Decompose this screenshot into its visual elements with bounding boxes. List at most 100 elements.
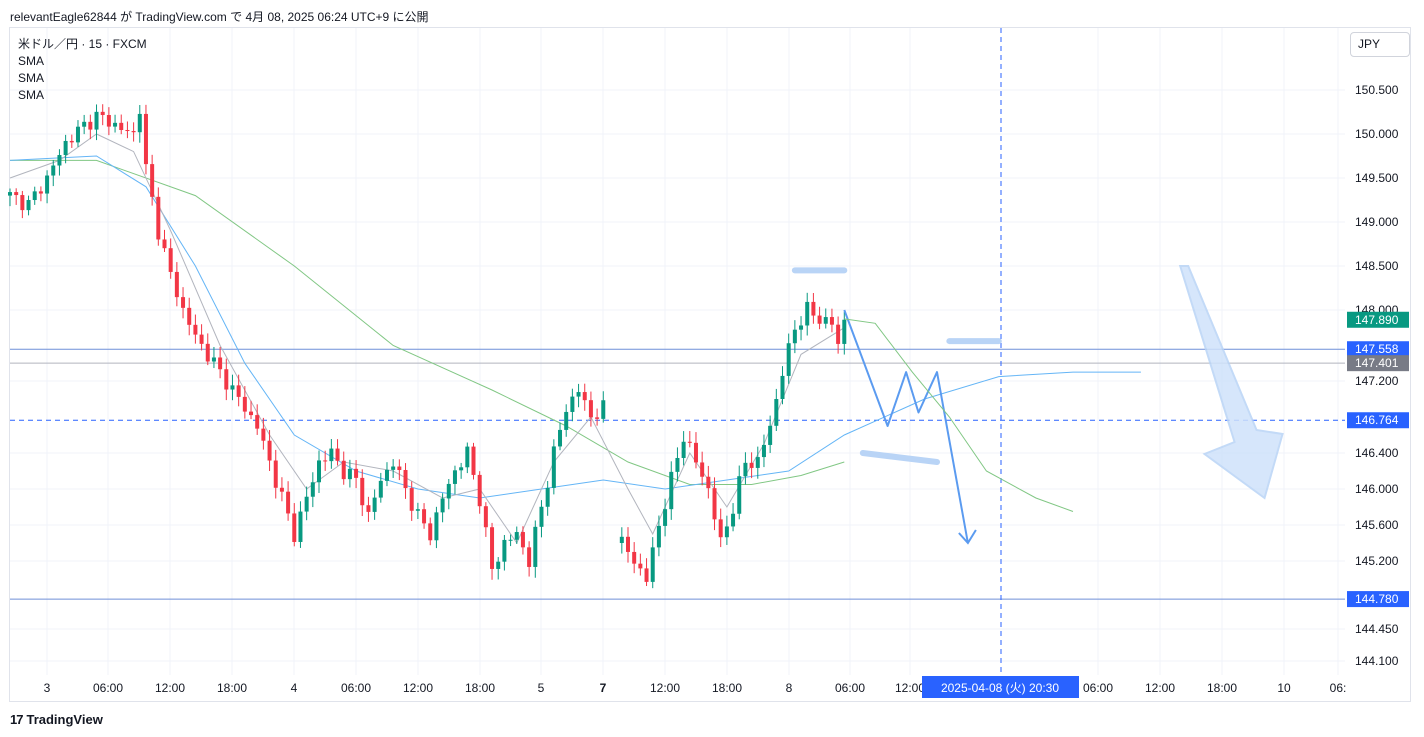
candle-body <box>545 487 550 507</box>
zigzag-arrow <box>843 309 969 544</box>
candle-body <box>211 357 216 362</box>
price-tick-label: 150.500 <box>1355 83 1399 97</box>
time-tick-label: 06:00 <box>341 681 371 695</box>
candle-body <box>94 111 99 130</box>
price-tick-label: 144.100 <box>1355 654 1399 668</box>
candle-body <box>471 446 476 475</box>
candle-body <box>236 385 241 397</box>
price-tick-label: 145.600 <box>1355 518 1399 532</box>
candle-body <box>743 462 748 477</box>
candle-body <box>422 509 427 524</box>
time-tick-label: 5 <box>538 681 545 695</box>
time-tick-label: 12:00 <box>1145 681 1175 695</box>
candle-body <box>88 121 93 130</box>
indicator-sma-3[interactable]: SMA <box>18 88 45 102</box>
candle-body <box>632 551 637 564</box>
time-tick-label: 12:00 <box>155 681 185 695</box>
candle-body <box>619 536 624 543</box>
candle-body <box>514 532 519 540</box>
candle-body <box>45 175 50 194</box>
candle-body <box>527 547 532 567</box>
candle-body <box>446 483 451 499</box>
price-tick-label: 147.200 <box>1355 374 1399 388</box>
candle-body <box>638 563 643 569</box>
highlighter-stroke <box>859 450 940 465</box>
candle-body <box>675 457 680 472</box>
currency-button[interactable]: JPY <box>1350 32 1410 57</box>
tradingview-logo-icon: 17 <box>10 712 24 727</box>
candle-body <box>57 155 62 166</box>
candle-body <box>205 343 210 362</box>
price-tick-label: 149.500 <box>1355 171 1399 185</box>
big-arrow-drawing <box>1178 265 1284 500</box>
candle-body <box>409 488 414 511</box>
candle-body <box>292 513 297 542</box>
candle-body <box>601 400 606 419</box>
sma-slow-line <box>10 159 845 485</box>
indicator-sma-1[interactable]: SMA <box>18 54 45 68</box>
candle-body <box>273 460 278 488</box>
candle-body <box>162 239 167 249</box>
candle-body <box>354 468 359 478</box>
candle-body <box>14 192 19 196</box>
candle-body <box>842 319 847 344</box>
candle-body <box>168 248 173 272</box>
candle-body <box>415 509 420 511</box>
candle-body <box>761 444 766 458</box>
candle-body <box>551 446 556 488</box>
publish-attribution: relevantEagle62844 が TradingView.com で 4… <box>10 10 429 24</box>
candle-body <box>310 482 315 497</box>
candle-body <box>768 425 773 445</box>
price-label-text: 147.401 <box>1355 356 1399 370</box>
candle-body <box>452 470 457 484</box>
time-tick-label: 12:00 <box>403 681 433 695</box>
candle-body <box>508 539 513 541</box>
candle-body <box>490 527 495 569</box>
candle-body <box>539 506 544 527</box>
time-tick-label: 06: <box>1330 681 1347 695</box>
candle-body <box>341 460 346 480</box>
candle-body <box>520 532 525 548</box>
candle-body <box>199 334 204 344</box>
candle-body <box>279 487 284 492</box>
zigzag-arrowhead <box>958 529 977 545</box>
candle-body <box>533 526 538 567</box>
candle-body <box>218 357 223 370</box>
symbol-label[interactable]: 米ドル／円 · 15 · FXCM <box>18 37 147 51</box>
candle-body <box>403 470 408 489</box>
price-tick-label: 146.400 <box>1355 446 1399 460</box>
candle-body <box>644 568 649 582</box>
time-axis: 3 06:00 12:00 18:00 4 06:00 12:00 18:00 5 7 12:00 1… <box>44 681 1347 695</box>
candle-body <box>323 460 328 462</box>
candle-body <box>799 325 804 330</box>
projection-curve <box>844 318 1074 512</box>
candle-body <box>792 329 797 344</box>
candle-body <box>174 271 179 298</box>
candle-body <box>366 505 371 512</box>
time-tick-label: 06:00 <box>93 681 123 695</box>
candle-body <box>483 506 488 528</box>
candle-body <box>242 396 247 412</box>
candle-body <box>588 400 593 418</box>
candle-body <box>119 122 124 130</box>
candle-body <box>298 511 303 542</box>
candle-body <box>181 297 186 308</box>
candle-body <box>378 480 383 498</box>
time-tick-label: 8 <box>786 681 793 695</box>
candle-body <box>811 301 816 316</box>
time-tick-label: 3 <box>44 681 51 695</box>
indicator-sma-2[interactable]: SMA <box>18 71 45 85</box>
candle-body <box>626 536 630 552</box>
time-tick-label: 18:00 <box>217 681 247 695</box>
candle-body <box>261 428 266 441</box>
candle-body <box>125 129 130 132</box>
price-tick-label: 146.000 <box>1355 482 1399 496</box>
candle-body <box>317 460 321 483</box>
price-label-last: 147.890 <box>1347 311 1409 328</box>
price-label-text: 144.780 <box>1355 592 1399 606</box>
price-label-text: 146.764 <box>1355 413 1399 427</box>
time-tick-label: 12:00 <box>650 681 680 695</box>
candle-body <box>829 317 834 325</box>
candle-body <box>465 446 470 468</box>
